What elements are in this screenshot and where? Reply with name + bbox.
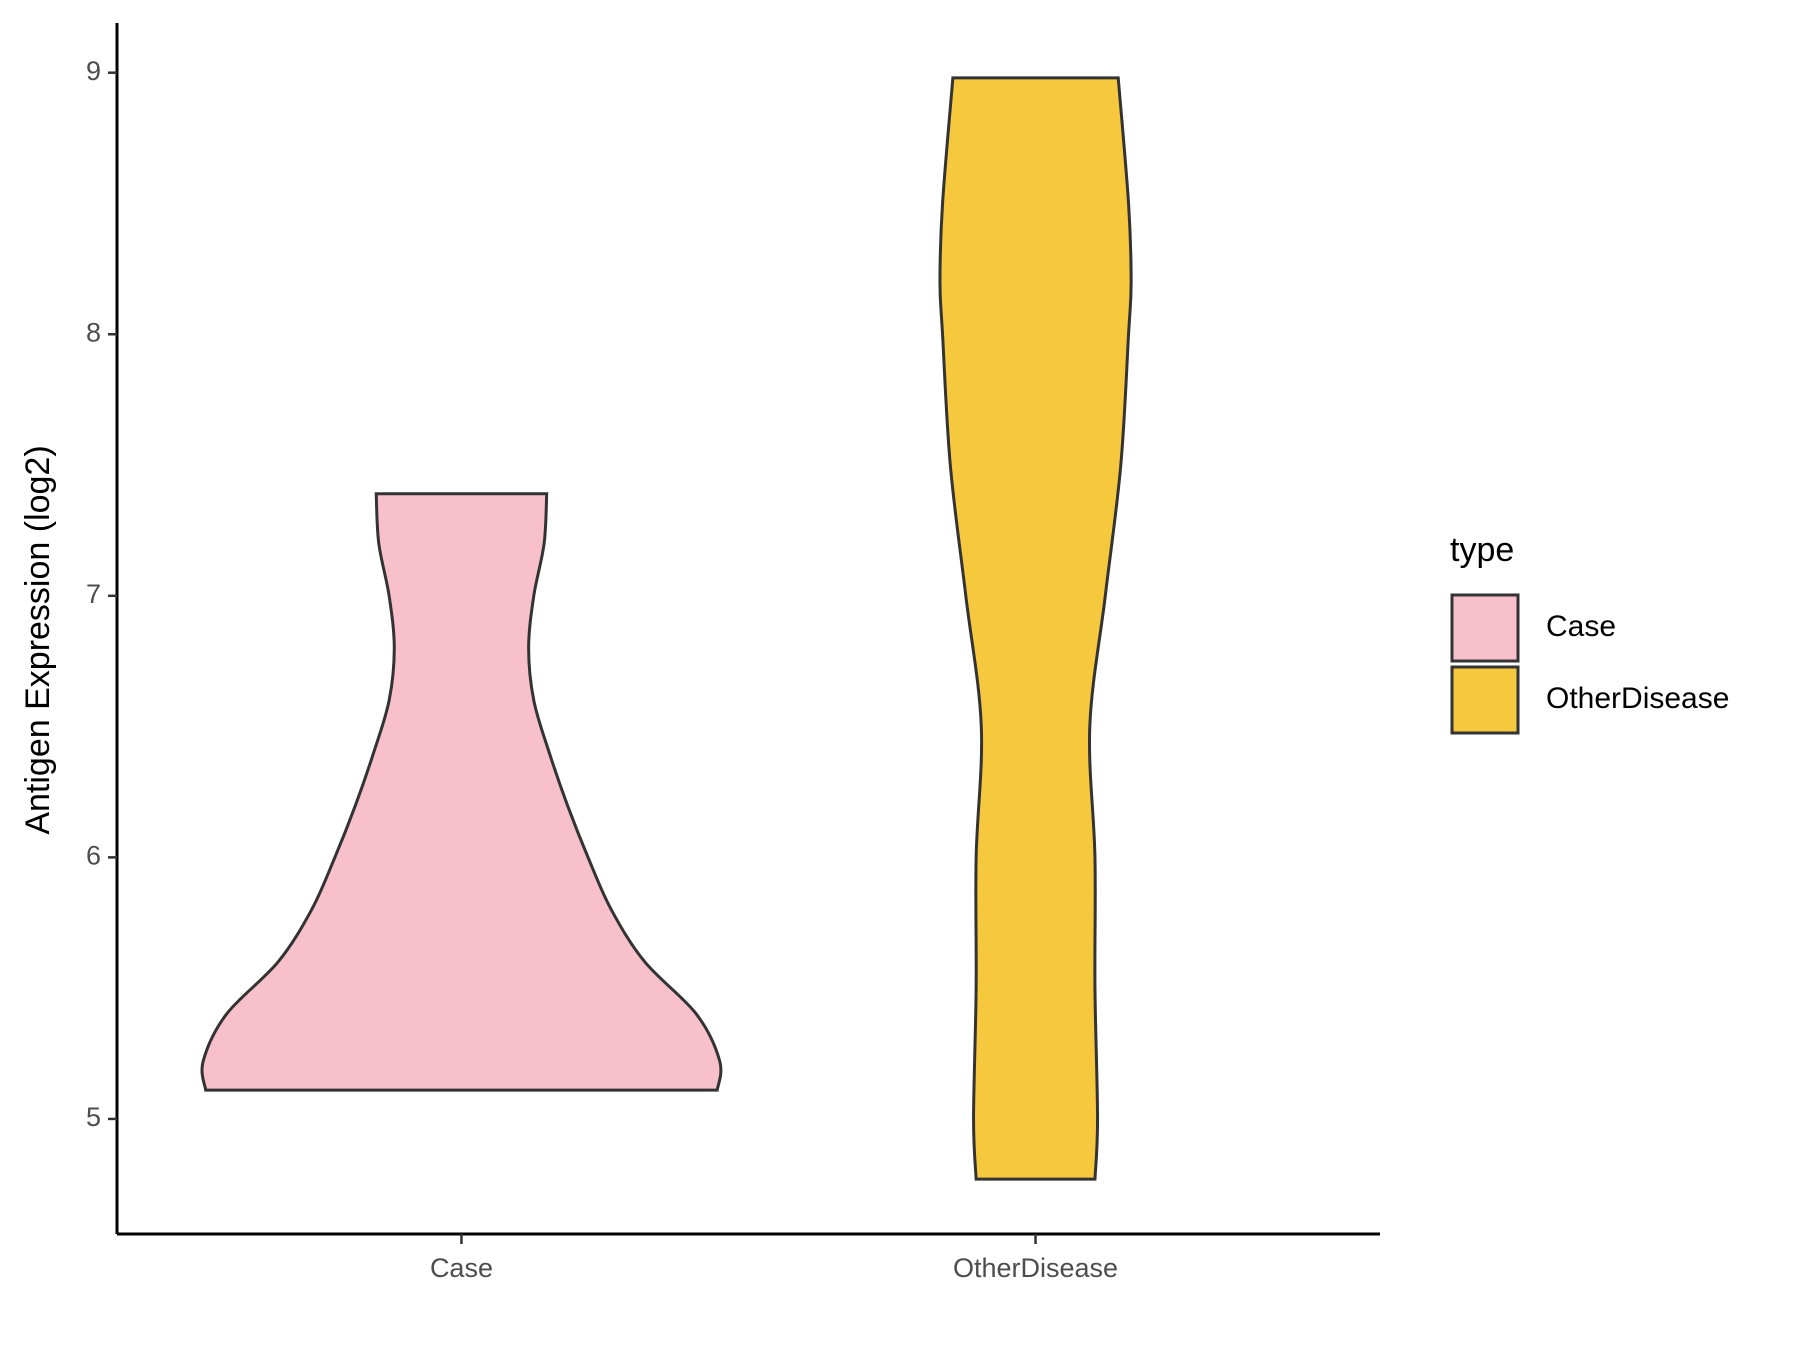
x-tick-label: Case [430, 1253, 493, 1283]
legend-key [1450, 665, 1520, 735]
y-tick-label: 8 [86, 317, 101, 347]
x-tick-label: OtherDisease [953, 1253, 1118, 1283]
y-tick-label: 7 [86, 579, 101, 609]
violin [200, 492, 723, 1092]
y-tick-label: 6 [86, 840, 101, 870]
y-tick-label: 9 [86, 56, 101, 86]
y-axis-title: Antigen Expression (log2) [19, 445, 57, 834]
y-tick-label: 5 [86, 1102, 101, 1132]
legend-label: Case [1546, 610, 1616, 643]
legend-key [1450, 593, 1520, 663]
legend-label: OtherDisease [1546, 682, 1729, 715]
legend-title: type [1450, 531, 1514, 569]
violin [938, 76, 1133, 1181]
